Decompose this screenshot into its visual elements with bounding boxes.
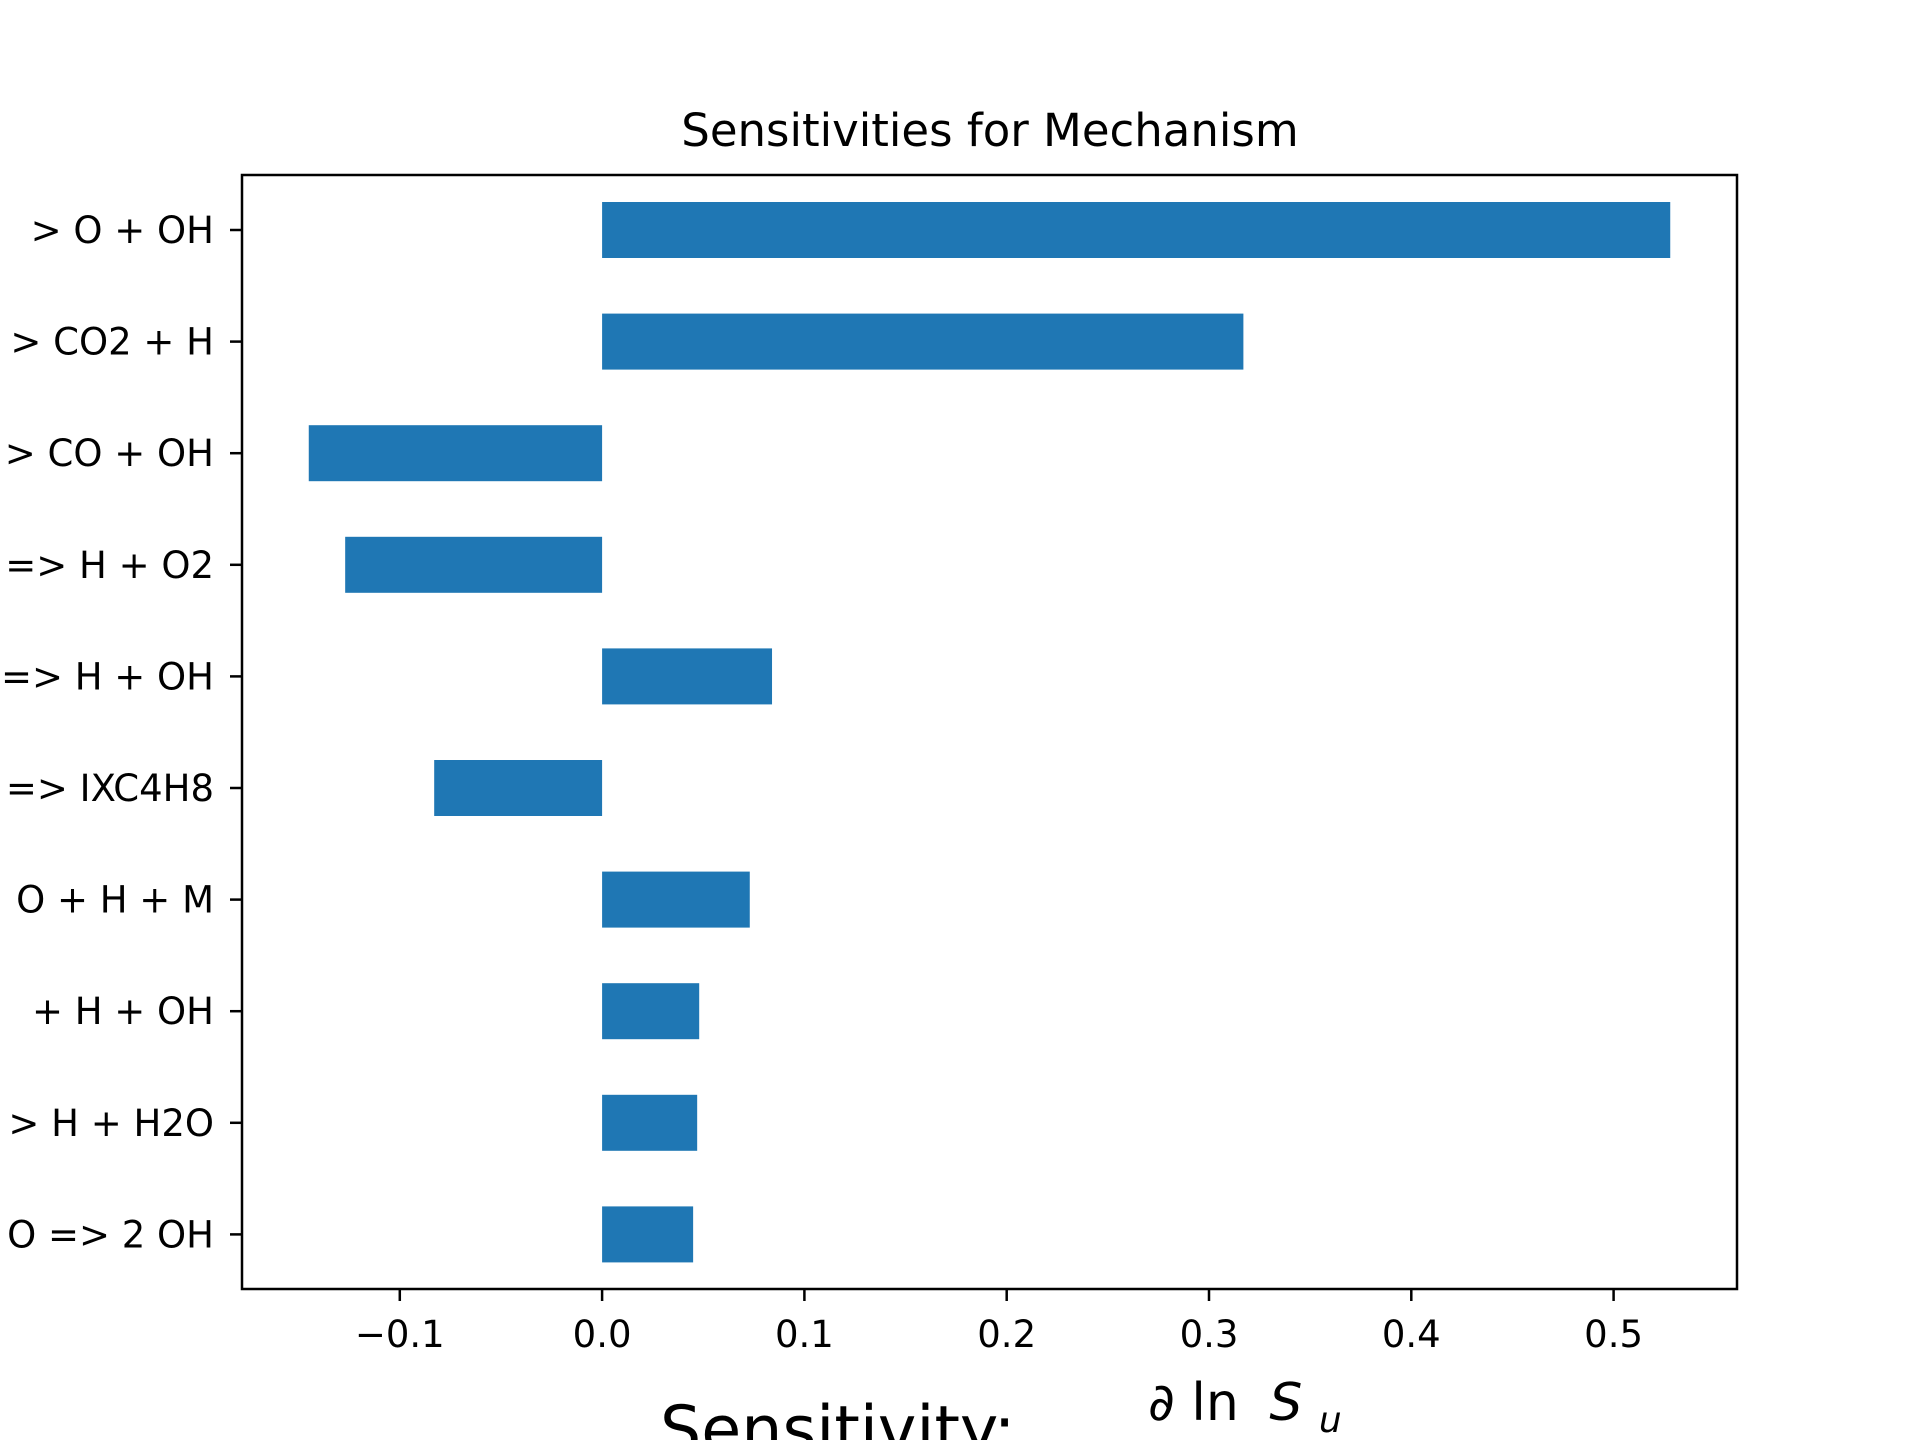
y-tick-label: > CO2 + H (10, 321, 214, 364)
bar (308, 425, 603, 482)
x-tick-label: 0.5 (1584, 1313, 1643, 1356)
x-tick-label: 0.3 (1180, 1313, 1239, 1356)
x-axis-label-numerator: ∂ ln (1148, 1373, 1239, 1433)
y-tick-label: O => 2 OH (7, 1213, 214, 1256)
bar (602, 648, 773, 705)
y-tick-label: O + H + M (16, 879, 214, 922)
bar (434, 760, 603, 816)
x-axis: −0.1 0.0 0.1 0.2 0.3 0.4 0.5 (355, 1289, 1643, 1356)
y-tick-label: => H + O2 (5, 544, 214, 587)
bar (602, 1206, 694, 1263)
chart-title: Sensitivities for Mechanism (681, 104, 1298, 157)
y-tick-label: > CO + OH (5, 432, 214, 475)
bar (602, 202, 1671, 258)
x-tick-label: 0.1 (775, 1313, 834, 1356)
x-tick-label: 0.2 (977, 1313, 1036, 1356)
x-axis-label: Sensitivity: ∂ ln S u (660, 1373, 1342, 1444)
y-tick-label: => IXC4H8 (6, 767, 214, 810)
bars-layer (308, 202, 1671, 1263)
x-tick-label: −0.1 (355, 1313, 445, 1356)
plot-frame (240, 173, 1739, 1291)
y-tick-label: > O + OH (31, 209, 214, 252)
y-axis: > O + OH > CO2 + H > CO + OH => H + O2 => H … (1, 209, 242, 1256)
x-axis-label-subscript: u (1319, 1400, 1342, 1440)
y-tick-label: > H + H2O (8, 1102, 214, 1145)
x-tick-label: 0.4 (1382, 1313, 1441, 1356)
x-axis-label-text: Sensitivity: (660, 1393, 1016, 1440)
x-axis-label-math: ∂ ln S u (1148, 1373, 1342, 1440)
y-tick-label: => H + OH (1, 655, 214, 698)
bar (345, 536, 603, 593)
y-tick-label: + H + OH (32, 990, 214, 1033)
bar (602, 1094, 698, 1151)
bar (602, 313, 1244, 370)
x-tick-label: 0.0 (573, 1313, 632, 1356)
bar (602, 983, 700, 1040)
x-axis-label-symbol: S (1269, 1373, 1302, 1433)
bar (602, 871, 750, 928)
